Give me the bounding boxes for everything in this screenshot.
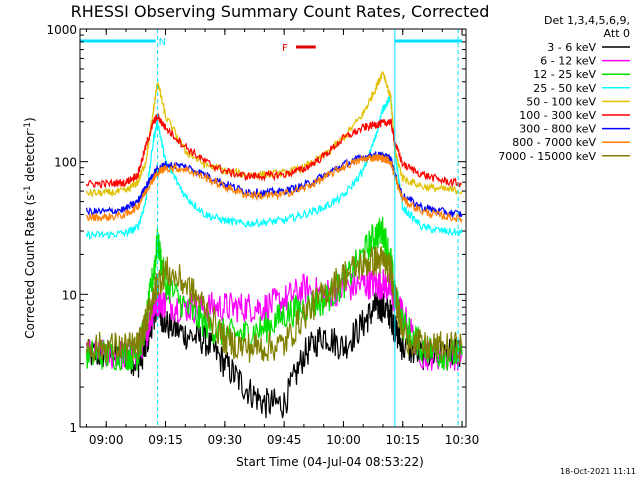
- x-tick-label-2: 09:30: [208, 433, 243, 447]
- series-line-5: [85, 113, 463, 190]
- y-tick-label-1: 10: [62, 288, 77, 302]
- plot-border: [79, 28, 467, 428]
- legend-label-1: 6 - 12 keV: [540, 55, 596, 68]
- plot-area: NF: [79, 28, 467, 428]
- y-tick-label-2: 100: [54, 156, 77, 170]
- legend-label-6: 300 - 800 keV: [519, 123, 596, 136]
- x-tick-label-3: 09:45: [267, 433, 302, 447]
- x-axis-label: Start Time (04-Jul-04 08:53:22): [236, 455, 424, 469]
- generated-timestamp: 18-Oct-2021 11:11: [560, 467, 636, 476]
- plot-frame: [79, 28, 467, 428]
- y-tick-label-3: 1000: [46, 23, 77, 37]
- y-axis-label: Corrected Count Rate (s-1 detector-1): [23, 117, 37, 338]
- x-tick-label-6: 10:30: [445, 433, 480, 447]
- x-tick-label-0: 09:00: [89, 433, 124, 447]
- night-label: N: [159, 37, 166, 48]
- chart-title: RHESSI Observing Summary Count Rates, Co…: [71, 2, 490, 21]
- y-tick-label-0: 1: [69, 421, 77, 435]
- series-line-7: [85, 153, 463, 225]
- x-tick-label-4: 10:00: [326, 433, 361, 447]
- legend-label-7: 800 - 7000 keV: [512, 136, 596, 149]
- flare-label: F: [282, 43, 288, 54]
- series-line-8: [85, 246, 463, 364]
- legend-label-5: 100 - 300 keV: [519, 109, 596, 122]
- legend-label-0: 3 - 6 keV: [547, 41, 596, 54]
- x-tick-label-1: 09:15: [148, 433, 183, 447]
- legend-label-8: 7000 - 15000 keV: [498, 150, 596, 163]
- legend-label-4: 50 - 100 keV: [526, 95, 596, 108]
- legend-header-line-2: Att 0: [604, 27, 630, 40]
- legend-label-3: 25 - 50 keV: [533, 82, 596, 95]
- x-tick-label-5: 10:15: [385, 433, 420, 447]
- legend-label-2: 12 - 25 keV: [533, 68, 596, 81]
- legend-header-line-1: Det 1,3,4,5,6,9,: [544, 14, 630, 27]
